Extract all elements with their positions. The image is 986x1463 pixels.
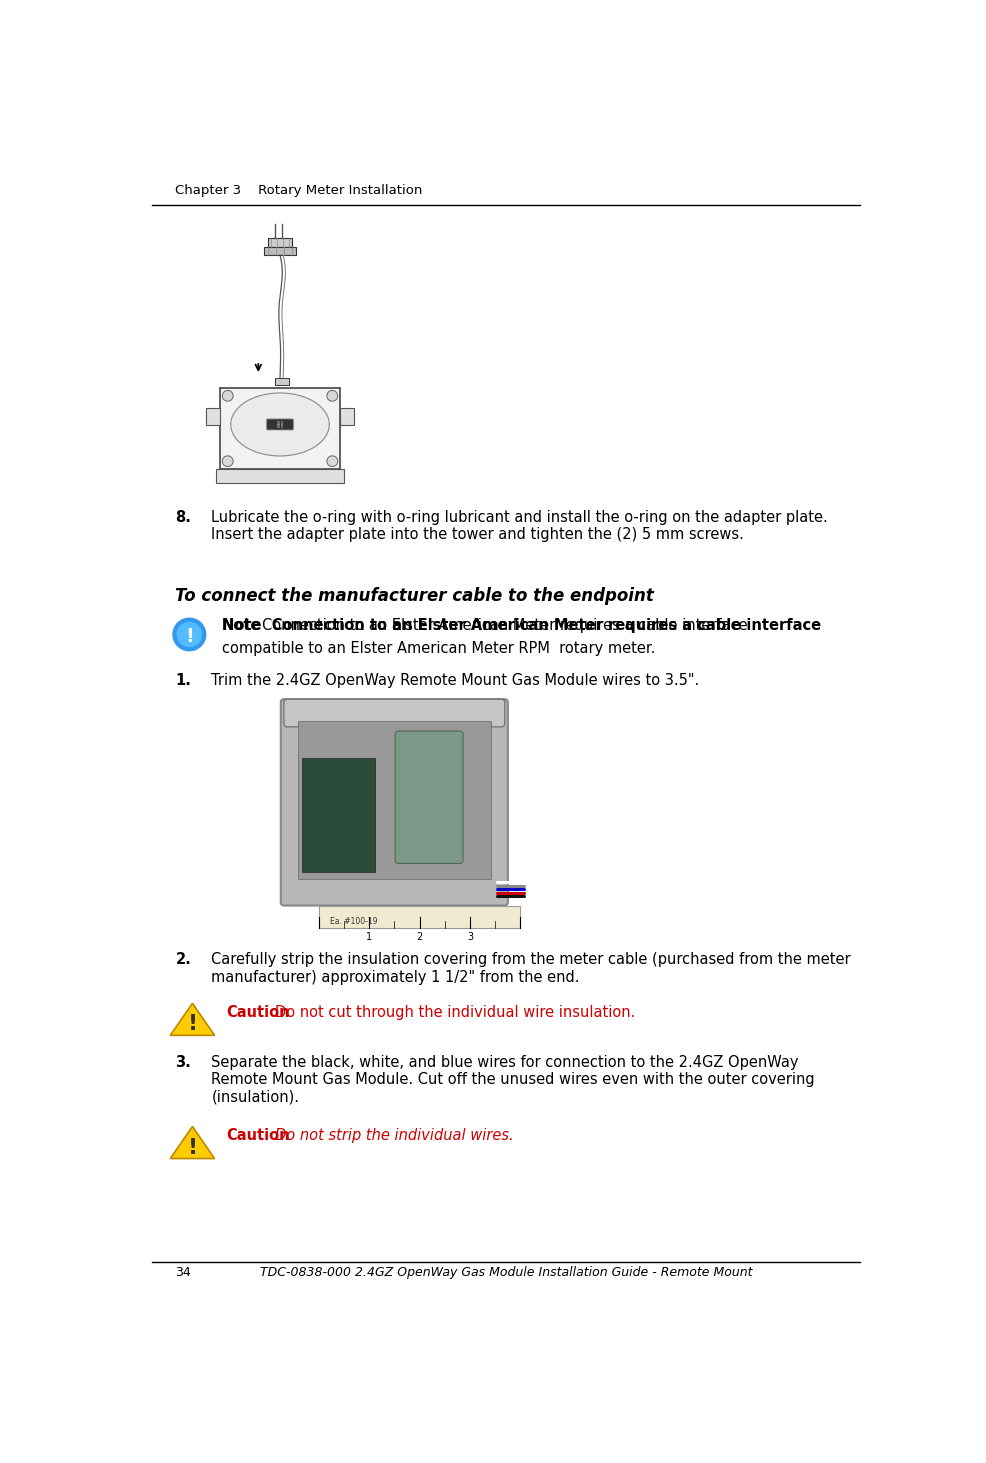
FancyBboxPatch shape — [284, 699, 504, 727]
Text: Do not strip the individual wires.: Do not strip the individual wires. — [275, 1128, 514, 1143]
Text: Trim the 2.4GZ OpenWay Remote Mount Gas Module wires to 3.5".: Trim the 2.4GZ OpenWay Remote Mount Gas … — [211, 673, 699, 688]
Polygon shape — [171, 1127, 214, 1159]
Text: TDC-0838-000 2.4GZ OpenWay Gas Module Installation Guide - Remote Mount: TDC-0838-000 2.4GZ OpenWay Gas Module In… — [259, 1265, 751, 1279]
Bar — [298, 721, 490, 879]
Text: Ea. #100-19: Ea. #100-19 — [330, 917, 378, 926]
Text: 2: 2 — [416, 932, 422, 942]
Bar — [302, 758, 375, 872]
Text: To connect the manufacturer cable to the endpoint: To connect the manufacturer cable to the… — [176, 587, 654, 604]
Text: IIIII: IIIII — [276, 420, 284, 426]
Bar — [267, 238, 292, 247]
Bar — [274, 377, 288, 385]
Text: Caution: Caution — [226, 1005, 289, 1020]
Text: Chapter 3    Rotary Meter Installation: Chapter 3 Rotary Meter Installation — [176, 184, 422, 198]
Bar — [216, 470, 343, 483]
Text: Caution: Caution — [226, 1128, 289, 1143]
Circle shape — [326, 456, 337, 467]
Text: Note: Note — [222, 617, 261, 632]
Text: Lubricate the o-ring with o-ring lubricant and install the o-ring on the adapter: Lubricate the o-ring with o-ring lubrica… — [211, 509, 827, 543]
Bar — [220, 388, 340, 470]
Text: compatible to an Elster American Meter RPM  rotary meter.: compatible to an Elster American Meter R… — [222, 641, 655, 655]
Text: Carefully strip the insulation covering from the meter cable (purchased from the: Carefully strip the insulation covering … — [211, 952, 850, 985]
Text: Note  Connection to an Elster American Meter requires a cable interface: Note Connection to an Elster American Me… — [222, 617, 820, 632]
Text: 3.: 3. — [176, 1055, 191, 1069]
FancyBboxPatch shape — [394, 732, 462, 863]
Circle shape — [173, 617, 206, 651]
Text: 1.: 1. — [176, 673, 191, 688]
Text: Do not cut through the individual wire insulation.: Do not cut through the individual wire i… — [275, 1005, 635, 1020]
Text: IIIII: IIIII — [276, 424, 284, 429]
FancyBboxPatch shape — [266, 418, 293, 430]
Ellipse shape — [231, 394, 329, 456]
Text: 3: 3 — [466, 932, 472, 942]
Text: !: ! — [184, 626, 193, 645]
Bar — [263, 247, 296, 255]
Text: !: ! — [187, 1014, 197, 1034]
Bar — [340, 408, 354, 426]
Circle shape — [222, 456, 233, 467]
Text: 8.: 8. — [176, 509, 191, 525]
Circle shape — [176, 622, 202, 647]
Text: !: ! — [187, 1138, 197, 1157]
Text: 2.: 2. — [176, 952, 191, 967]
Text: Connection to an Elster American Meter requires a cable interface: Connection to an Elster American Meter r… — [262, 617, 747, 632]
Bar — [318, 906, 520, 928]
Polygon shape — [171, 1004, 214, 1036]
Bar — [206, 408, 220, 426]
FancyBboxPatch shape — [280, 699, 508, 906]
Circle shape — [326, 391, 337, 401]
Circle shape — [222, 391, 233, 401]
Text: Separate the black, white, and blue wires for connection to the 2.4GZ OpenWay
Re: Separate the black, white, and blue wire… — [211, 1055, 814, 1105]
Text: 34: 34 — [176, 1265, 191, 1279]
Text: 1: 1 — [366, 932, 372, 942]
